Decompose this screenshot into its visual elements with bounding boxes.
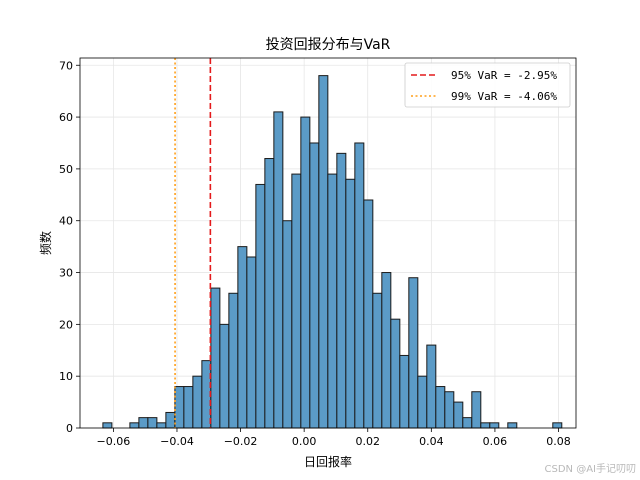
y-tick-label: 60: [59, 111, 73, 124]
legend: 95% VaR = -2.95% 99% VaR = -4.06%: [404, 62, 571, 108]
histogram-bar: [165, 411, 176, 429]
histogram-bar: [237, 246, 248, 429]
histogram-bar: [552, 422, 563, 429]
histogram-bar: [453, 401, 464, 429]
histogram-bar: [318, 75, 329, 429]
histogram-bar: [471, 391, 482, 429]
histogram-bar: [327, 173, 338, 429]
histogram-bar: [345, 178, 356, 429]
watermark: CSDN @AI手记叨叨: [545, 462, 636, 475]
histogram-bar: [372, 292, 383, 429]
x-tick-label: 0.04: [419, 435, 444, 448]
histogram-bar: [435, 386, 446, 429]
histogram-bar: [399, 354, 410, 429]
legend-frame: [404, 62, 571, 108]
histogram-bar: [282, 220, 293, 429]
y-axis-title: 频数: [38, 231, 53, 255]
histogram-bar: [174, 386, 185, 429]
histogram-bar: [480, 422, 491, 429]
x-tick-label: 0.00: [292, 435, 317, 448]
histogram-bars: [102, 75, 563, 429]
y-axis: 0 10 20 30 40 50 60 70: [59, 59, 80, 435]
x-tick-label: 0.08: [546, 435, 571, 448]
x-axis-title: 日回报率: [304, 454, 352, 469]
histogram-bar: [291, 173, 302, 429]
y-tick-label: 30: [59, 267, 73, 280]
histogram-bar: [408, 277, 419, 429]
x-tick-label: 0.06: [483, 435, 508, 448]
histogram-bar: [417, 375, 428, 429]
y-tick-label: 40: [59, 215, 73, 228]
x-axis: −0.06 −0.04 −0.02 0.00 0.02 0.04 0.06 0.08: [97, 428, 571, 448]
histogram-bar: [102, 422, 113, 429]
histogram-bar: [381, 272, 392, 429]
histogram-bar: [138, 417, 149, 429]
legend-label-95: 95% VaR = -2.95%: [451, 69, 557, 82]
histogram-bar: [210, 287, 221, 429]
x-tick-label: −0.04: [160, 435, 194, 448]
plot-frame: [79, 57, 577, 429]
var-lines: [174, 58, 212, 428]
x-tick-label: −0.06: [97, 435, 131, 448]
histogram-bar: [390, 318, 401, 429]
histogram-bar: [147, 417, 158, 429]
histogram-bar: [444, 391, 455, 429]
histogram-bar: [183, 386, 194, 429]
x-tick-label: 0.02: [355, 435, 380, 448]
histogram-bar: [309, 142, 320, 429]
histogram-bar: [156, 422, 167, 429]
histogram-bar: [354, 142, 365, 429]
legend-label-99: 99% VaR = -4.06%: [451, 90, 557, 103]
histogram-bar: [300, 116, 311, 429]
histogram-bar: [426, 344, 437, 429]
histogram-bar: [363, 199, 374, 429]
chart-title: 投资回报分布与VaR: [266, 37, 391, 53]
histogram-bar: [462, 417, 473, 429]
y-tick-label: 20: [59, 318, 73, 331]
histogram-bar: [201, 360, 212, 429]
histogram-bar: [507, 422, 518, 429]
histogram-bar: [192, 375, 203, 429]
histogram-bar: [246, 256, 257, 429]
histogram-bar: [264, 158, 275, 429]
x-tick-label: −0.02: [224, 435, 258, 448]
y-tick-label: 70: [59, 59, 73, 72]
histogram-bar: [219, 323, 230, 429]
y-tick-label: 0: [66, 422, 73, 435]
histogram-bar: [336, 152, 347, 429]
histogram-bar: [255, 183, 266, 429]
y-tick-label: 50: [59, 163, 73, 176]
y-tick-label: 10: [59, 370, 73, 383]
histogram-bar: [129, 422, 140, 429]
histogram-bar: [489, 422, 500, 429]
histogram-bar: [228, 292, 239, 429]
histogram-bar: [273, 111, 284, 429]
